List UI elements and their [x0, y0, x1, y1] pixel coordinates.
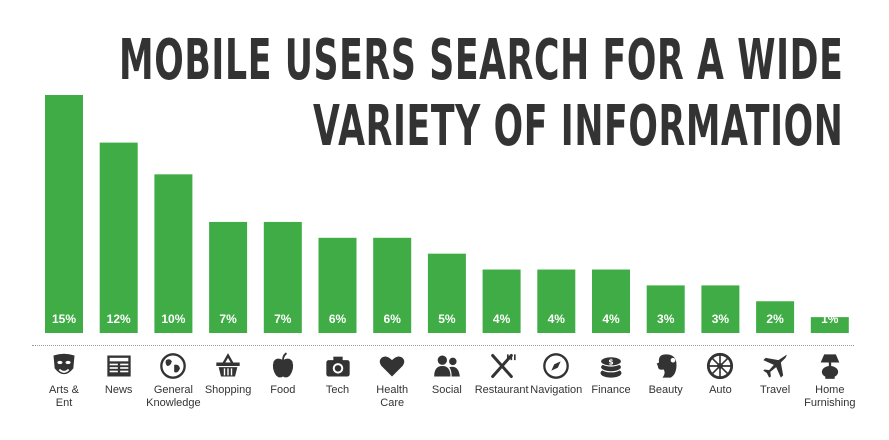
title-line-2: VARIETY OF INFORMATION: [312, 94, 843, 159]
chart-baseline: [32, 345, 854, 346]
bar: [646, 285, 685, 333]
bar-value-label: 1%: [821, 312, 839, 326]
bar-value-label: 15%: [52, 312, 76, 326]
category-label: Home Furnishing: [804, 384, 856, 409]
heart-icon: [352, 352, 432, 380]
category: Travel: [735, 352, 815, 397]
bar-value-label: 3%: [712, 312, 730, 326]
shopping-basket-icon: [188, 352, 268, 380]
bar: [45, 95, 83, 333]
category-label: Social: [431, 384, 462, 396]
category-label: Navigation: [530, 384, 583, 396]
category: Food: [243, 352, 323, 397]
category: General Knowledge: [133, 352, 213, 410]
newspaper-icon: [79, 352, 159, 380]
category-label: Arts & Ent: [49, 384, 79, 409]
bar: [99, 142, 138, 333]
category-label: Auto: [709, 384, 732, 396]
compass-icon: [516, 352, 596, 380]
bar-value-label: 2%: [766, 312, 784, 326]
category: Arts & Ent: [24, 352, 104, 410]
lamp-icon: [790, 352, 870, 380]
category-label: Beauty: [648, 384, 683, 396]
bar-value-label: 4%: [493, 312, 511, 326]
svg-text:$: $: [608, 357, 613, 366]
category: Beauty: [626, 352, 706, 397]
bar: [537, 269, 576, 333]
category-label: Tech: [325, 384, 350, 396]
category: Navigation: [516, 352, 596, 397]
bar-chart: 15% 12% 10% 7% 7% 6% 6% 5% 4% 4% 4% 3% 3% 2% 1%: [45, 95, 849, 333]
bar-value-label: 7%: [274, 312, 292, 326]
bar: [373, 237, 412, 333]
woman-head-icon: [626, 352, 706, 380]
category: Home Furnishing: [790, 352, 870, 410]
chart-title: MOBILE USERS SEARCH FOR A WIDE VARIETY O…: [119, 28, 843, 160]
bar: [318, 237, 357, 333]
bar: [209, 221, 248, 333]
bar: [810, 317, 849, 333]
bar-value-label: 12%: [107, 312, 131, 326]
category-label: Food: [270, 384, 296, 396]
category: Shopping: [188, 352, 268, 397]
coins-icon: $: [571, 352, 651, 380]
bar: [263, 221, 302, 333]
bar-value-label: 4%: [548, 312, 566, 326]
people-icon: [407, 352, 487, 380]
category-label: Shopping: [204, 384, 252, 396]
category: Health Care: [352, 352, 432, 410]
category: Restaurant: [462, 352, 542, 397]
fork-knife-icon: [462, 352, 542, 380]
bar: [592, 269, 630, 333]
globe-icon: [133, 352, 213, 380]
apple-icon: [243, 352, 323, 380]
category: News: [79, 352, 159, 397]
category-label: Finance: [591, 384, 631, 396]
theater-mask-icon: [24, 352, 104, 380]
bar-value-label: 5%: [438, 312, 456, 326]
airplane-icon: [735, 352, 815, 380]
category: Tech: [298, 352, 378, 397]
category-label: Health Care: [376, 384, 409, 409]
bar-value-label: 3%: [657, 312, 675, 326]
bar: [756, 301, 795, 333]
bar-value-label: 10%: [161, 312, 185, 326]
category-label: General Knowledge: [146, 384, 201, 409]
bar-value-label: 7%: [219, 312, 237, 326]
title-line-1: MOBILE USERS SEARCH FOR A WIDE: [118, 28, 843, 93]
category-label: Restaurant: [474, 384, 529, 396]
wheel-icon: [680, 352, 760, 380]
category: Auto: [680, 352, 760, 397]
bar: [701, 285, 740, 333]
bar-value-label: 4%: [602, 312, 620, 326]
bar-value-label: 6%: [329, 312, 347, 326]
bar: [154, 174, 193, 333]
bar-value-label: 6%: [384, 312, 402, 326]
category-label: Travel: [760, 384, 791, 396]
camera-icon: [298, 352, 378, 380]
bar: [427, 253, 466, 333]
category-label: News: [104, 384, 133, 396]
category: Social: [407, 352, 487, 397]
bar: [482, 269, 521, 333]
category: $ Finance: [571, 352, 651, 397]
